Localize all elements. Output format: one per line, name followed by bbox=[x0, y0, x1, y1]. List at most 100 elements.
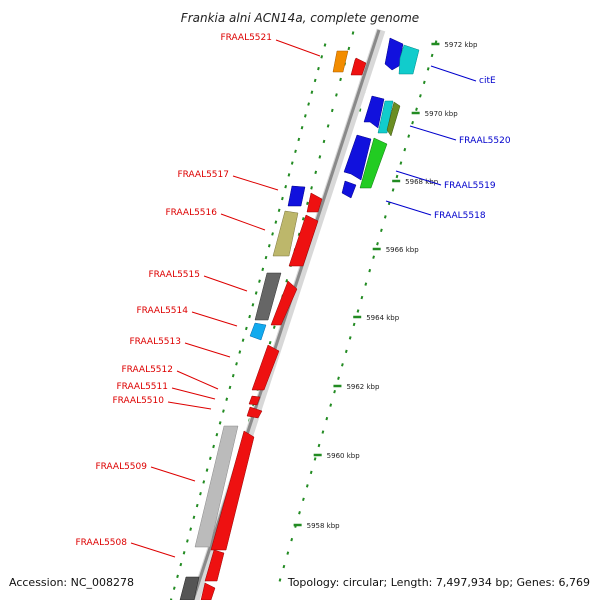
gene-feature[interactable] bbox=[384, 37, 404, 71]
gene-label-fraal5514[interactable]: FRAAL5514 bbox=[136, 306, 188, 316]
gene-feature[interactable] bbox=[377, 100, 394, 134]
gene-features bbox=[179, 37, 420, 600]
guide-dot bbox=[225, 397, 229, 401]
guide-dot bbox=[254, 291, 258, 295]
gene-feature[interactable] bbox=[200, 582, 216, 600]
left-outer-guide bbox=[169, 43, 327, 600]
guide-dot bbox=[244, 326, 248, 331]
gene-feature[interactable] bbox=[288, 214, 319, 267]
guide-dot bbox=[358, 108, 362, 112]
axis-tick-label: 5970 kbp bbox=[425, 110, 459, 118]
gene-label-fraal5510[interactable]: FRAAL5510 bbox=[112, 396, 164, 406]
guide-dot bbox=[238, 350, 242, 354]
gene-label-fraal5519[interactable]: FRAAL5519 bbox=[444, 181, 496, 191]
guide-dot bbox=[222, 409, 225, 413]
guide-dot bbox=[313, 457, 317, 461]
axis-tick-label: 5972 kbp bbox=[444, 41, 478, 49]
gene-label-fraal5511[interactable]: FRAAL5511 bbox=[116, 382, 168, 392]
guide-dot bbox=[290, 537, 294, 542]
guide-dot bbox=[267, 244, 271, 248]
guide-dot bbox=[287, 173, 291, 177]
gene-label-fraal5508[interactable]: FRAAL5508 bbox=[75, 538, 127, 548]
axis-tick-label: 5960 kbp bbox=[327, 452, 361, 460]
gene-feature[interactable] bbox=[249, 322, 267, 341]
guide-dot bbox=[251, 303, 255, 307]
guide-dot bbox=[347, 46, 351, 51]
guide-dot bbox=[320, 55, 324, 59]
gene-feature[interactable] bbox=[210, 430, 255, 551]
guide-dot bbox=[348, 336, 352, 340]
gene-feature[interactable] bbox=[254, 272, 282, 321]
gene-feature[interactable] bbox=[272, 210, 299, 257]
gene-feature[interactable] bbox=[246, 406, 263, 419]
gene-label-fraal5516[interactable]: FRAAL5516 bbox=[165, 208, 217, 218]
guide-dot bbox=[403, 147, 407, 152]
guide-dot bbox=[391, 188, 395, 192]
guide-dot bbox=[258, 279, 261, 283]
gene-feature[interactable] bbox=[332, 50, 349, 73]
gene-feature[interactable] bbox=[363, 95, 385, 129]
gene-label-fraal5518[interactable]: FRAAL5518 bbox=[434, 211, 486, 221]
gene-feature[interactable] bbox=[359, 137, 388, 189]
gene-label-fraal5520[interactable]: FRAAL5520 bbox=[459, 136, 511, 146]
guide-dot bbox=[326, 124, 330, 128]
gene-label-cite[interactable]: citE bbox=[479, 76, 496, 86]
gene-label-fraal5521[interactable]: FRAAL5521 bbox=[220, 33, 272, 43]
guide-dot bbox=[302, 497, 305, 502]
guide-dot bbox=[306, 201, 309, 206]
guide-dot bbox=[333, 389, 336, 394]
guide-dot bbox=[399, 161, 403, 165]
gene-feature[interactable] bbox=[248, 395, 261, 406]
label-leader-line bbox=[430, 65, 477, 82]
label-leader-line bbox=[203, 275, 248, 292]
gene-feature[interactable] bbox=[194, 425, 239, 548]
gene-feature[interactable] bbox=[386, 101, 401, 137]
guide-dot bbox=[172, 586, 176, 590]
gene-feature[interactable] bbox=[341, 180, 357, 199]
guide-dot bbox=[176, 574, 179, 579]
label-leader-line bbox=[150, 466, 196, 482]
guide-dot bbox=[383, 215, 387, 219]
gene-feature[interactable] bbox=[270, 280, 298, 326]
guide-dot bbox=[286, 551, 290, 555]
guide-dot bbox=[298, 511, 301, 515]
gene-feature[interactable] bbox=[306, 192, 323, 213]
guide-dot bbox=[272, 325, 276, 329]
guide-dot bbox=[407, 134, 411, 138]
gene-feature[interactable] bbox=[251, 344, 280, 391]
guide-dot bbox=[310, 186, 313, 190]
guide-dot bbox=[231, 373, 235, 378]
guide-dot bbox=[186, 539, 189, 543]
guide-dot bbox=[305, 484, 309, 488]
gene-feature[interactable] bbox=[350, 57, 367, 76]
left-gene-labels: FRAAL5521 FRAAL5517 FRAAL5516 FRAAL5515 FRAA… bbox=[75, 33, 321, 558]
gene-label-fraal5513[interactable]: FRAAL5513 bbox=[129, 337, 181, 347]
gene-label-fraal5512[interactable]: FRAAL5512 bbox=[121, 365, 173, 375]
gene-feature[interactable] bbox=[204, 549, 225, 582]
guide-dot bbox=[300, 125, 304, 130]
gene-feature[interactable] bbox=[398, 44, 420, 75]
guide-dot bbox=[303, 114, 307, 118]
gene-feature[interactable] bbox=[287, 185, 306, 207]
guide-dot bbox=[208, 456, 212, 461]
guide-dot bbox=[282, 564, 286, 569]
guide-dot bbox=[323, 43, 327, 47]
guide-dot bbox=[309, 470, 313, 475]
guide-dot bbox=[274, 220, 278, 224]
guide-dot bbox=[321, 430, 325, 434]
gene-label-fraal5509[interactable]: FRAAL5509 bbox=[95, 462, 147, 472]
axis-guide-line bbox=[278, 40, 438, 582]
gene-feature[interactable] bbox=[343, 134, 372, 181]
guide-dot bbox=[380, 228, 383, 233]
coordinate-axis: 5972 kbp 5970 kbp 5968 kbp 5966 kbp 5964 kbp… bbox=[293, 41, 478, 530]
genome-title: Frankia alni ACN14a, complete genome bbox=[181, 11, 419, 25]
guide-dot bbox=[277, 208, 281, 213]
gene-label-fraal5515[interactable]: FRAAL5515 bbox=[148, 270, 200, 280]
guide-dot bbox=[339, 77, 342, 82]
gene-label-fraal5517[interactable]: FRAAL5517 bbox=[177, 170, 229, 180]
guide-dot bbox=[285, 279, 289, 283]
guide-dot bbox=[199, 492, 202, 496]
guide-dot bbox=[212, 444, 215, 449]
gene-feature[interactable] bbox=[179, 576, 200, 600]
